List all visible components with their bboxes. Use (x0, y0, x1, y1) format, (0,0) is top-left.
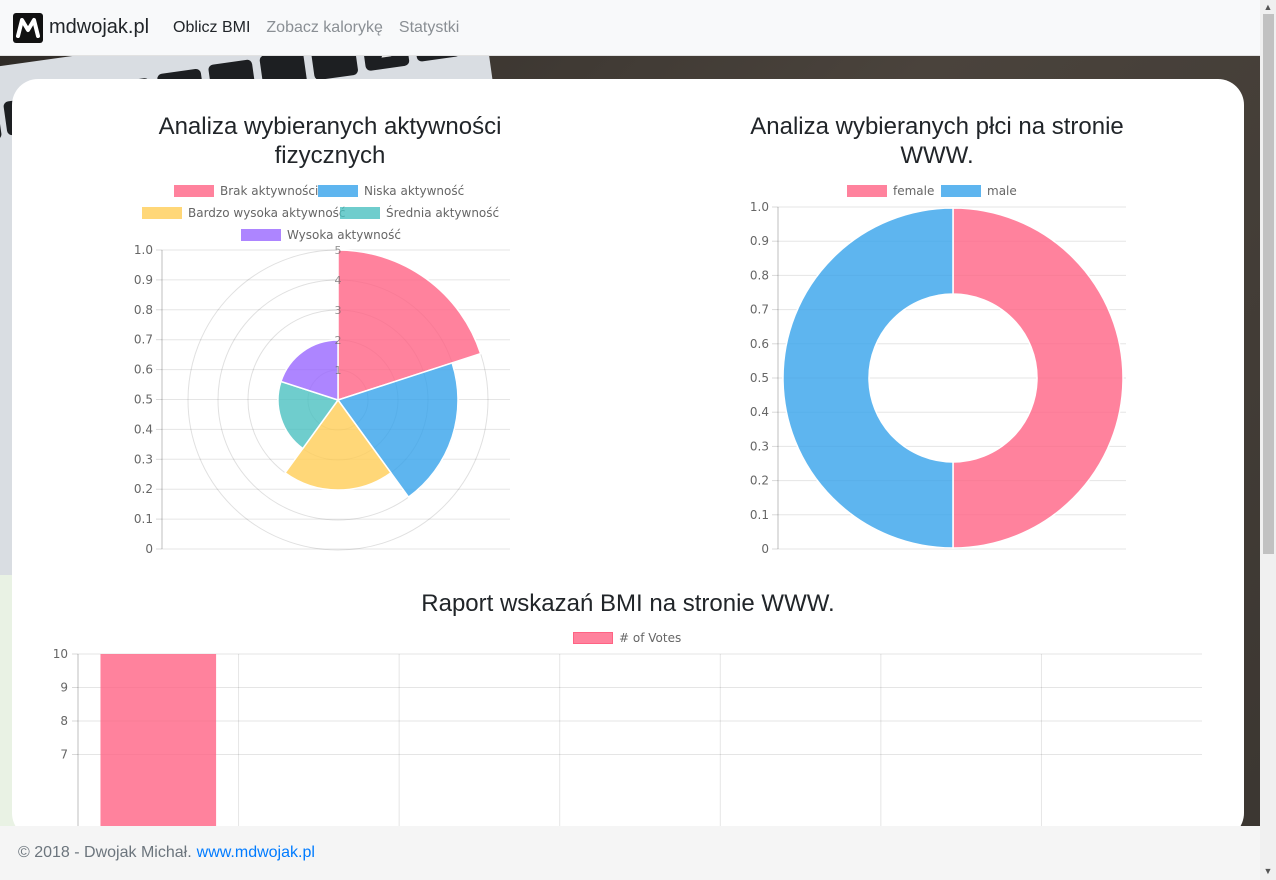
navbar: mdwojak.pl Oblicz BMI Zobacz kalorykę St… (0, 0, 1260, 56)
donut-y-tick-label: 0.9 (750, 234, 769, 248)
polar-y-tick-label: 0.8 (134, 303, 153, 317)
legend-swatch (174, 185, 214, 197)
donut-slice (952, 207, 1124, 549)
statistics-card: Analiza wybieranych aktywności fizycznyc… (12, 79, 1244, 839)
bmi-chart-title: Raport wskazań BMI na stronie WWW. (421, 590, 835, 617)
legend-label: Niska aktywność (364, 184, 465, 198)
bar-tick-label: 9 (60, 681, 68, 695)
polar-y-tick-label: 0.6 (134, 363, 153, 377)
legend-label: Bardzo wysoka aktywność (188, 206, 346, 220)
donut-y-tick-label: 0.8 (750, 268, 769, 282)
polar-r-tick-label: 4 (335, 274, 342, 287)
legend-swatch (340, 207, 380, 219)
legend-label: # of Votes (619, 631, 682, 645)
legend-swatch (847, 185, 887, 197)
vertical-scrollbar[interactable]: ▲ ▼ (1260, 0, 1276, 880)
donut-y-tick-label: 0.2 (750, 474, 769, 488)
scroll-up-arrow-icon[interactable]: ▲ (1263, 2, 1273, 12)
brand-logo-icon (13, 12, 43, 43)
polar-y-tick-label: 0.9 (134, 273, 153, 287)
polar-slice (277, 380, 340, 450)
activity-chart-title: Analiza wybieranych aktywności fizycznyc… (158, 113, 502, 169)
bar (100, 654, 217, 839)
legend-item-niska[interactable]: Niska aktywność (318, 184, 464, 198)
brand-link[interactable]: mdwojak.pl (13, 12, 150, 43)
donut-y-tick-label: 0 (761, 542, 769, 556)
legend-swatch (941, 185, 981, 197)
legend-item-male[interactable]: male (941, 184, 1017, 198)
donut-y-tick-label: 0.6 (750, 337, 769, 351)
legend-label: Średnia aktywność (386, 206, 500, 220)
legend-swatch (573, 632, 613, 644)
polar-y-tick-label: 0.4 (134, 422, 153, 436)
legend-swatch (241, 229, 281, 241)
legend-item-wysoka[interactable]: Wysoka aktywność (241, 228, 401, 242)
legend-label: Brak aktywności (220, 184, 319, 198)
legend-item-bardzo-wysoka[interactable]: Bardzo wysoka aktywność (142, 206, 346, 220)
activity-polar-chart: 0 0.1 0.2 0.3 0.4 0.5 0.6 0.7 0.8 0.9 1.0 1 2 3 4 5 (134, 243, 510, 556)
polar-y-tick-label: 1.0 (134, 243, 153, 257)
gender-doughnut-chart: 0 0.1 0.2 0.3 0.4 0.5 0.6 0.7 0.8 0.9 1.0 (750, 200, 1126, 556)
polar-r-tick-label: 1 (335, 364, 342, 377)
legend-swatch (318, 185, 358, 197)
footer-copyright: © 2018 - Dwojak Michał. (18, 844, 192, 861)
donut-y-tick-label: 0.3 (750, 439, 769, 453)
polar-y-tick-label: 0.7 (134, 333, 153, 347)
polar-slice (284, 398, 392, 491)
donut-y-tick-label: 1.0 (750, 200, 769, 214)
polar-r-tick-label: 2 (335, 334, 342, 347)
polar-y-tick-label: 0.2 (134, 482, 153, 496)
bar-tick-label: 10 (53, 647, 68, 661)
polar-r-tick-label: 5 (335, 244, 342, 257)
polar-slice (279, 339, 339, 402)
donut-slice (782, 207, 954, 549)
polar-y-tick-label: 0.5 (134, 393, 153, 407)
nav-link-statystki[interactable]: Statystki (398, 18, 460, 36)
polar-slice (337, 249, 482, 402)
polar-slice (336, 361, 459, 499)
nav-link-zobacz-kalorie[interactable]: Zobacz kalorykę (266, 18, 383, 36)
polar-y-tick-label: 0 (145, 542, 153, 556)
donut-y-tick-label: 0.7 (750, 303, 769, 317)
footer: © 2018 - Dwojak Michał. www.mdwojak.pl (0, 826, 1260, 880)
legend-item-brak[interactable]: Brak aktywności (174, 184, 318, 198)
brand-name: mdwojak.pl (49, 16, 150, 38)
polar-y-tick-label: 0.1 (134, 512, 153, 526)
donut-y-tick-label: 0.1 (750, 508, 769, 522)
nav-links: Oblicz BMI Zobacz kalorykę Statystki (173, 19, 475, 37)
gender-chart-title: Analiza wybieranych płci na stronie WWW. (750, 113, 1124, 169)
legend-item-votes[interactable]: # of Votes (573, 631, 681, 645)
legend-item-female[interactable]: female (847, 184, 934, 198)
donut-y-tick-label: 0.5 (750, 371, 769, 385)
scroll-down-arrow-icon[interactable]: ▼ (1263, 866, 1273, 876)
bar-tick-label: 8 (60, 714, 68, 728)
bar-tick-label: 7 (60, 748, 68, 762)
bmi-bar-chart: 7 8 9 10 (53, 647, 1202, 839)
legend-swatch (142, 207, 182, 219)
donut-y-tick-label: 0.4 (750, 405, 769, 419)
legend-label: Wysoka aktywność (287, 228, 401, 242)
legend-item-srednia[interactable]: Średnia aktywność (340, 206, 499, 220)
polar-r-tick-label: 3 (335, 304, 342, 317)
legend-label: male (987, 184, 1017, 198)
legend-label: female (893, 184, 935, 198)
polar-y-tick-label: 0.3 (134, 452, 153, 466)
footer-link[interactable]: www.mdwojak.pl (196, 844, 315, 861)
scroll-thumb[interactable] (1263, 14, 1274, 554)
nav-link-oblicz-bmi[interactable]: Oblicz BMI (173, 18, 251, 36)
